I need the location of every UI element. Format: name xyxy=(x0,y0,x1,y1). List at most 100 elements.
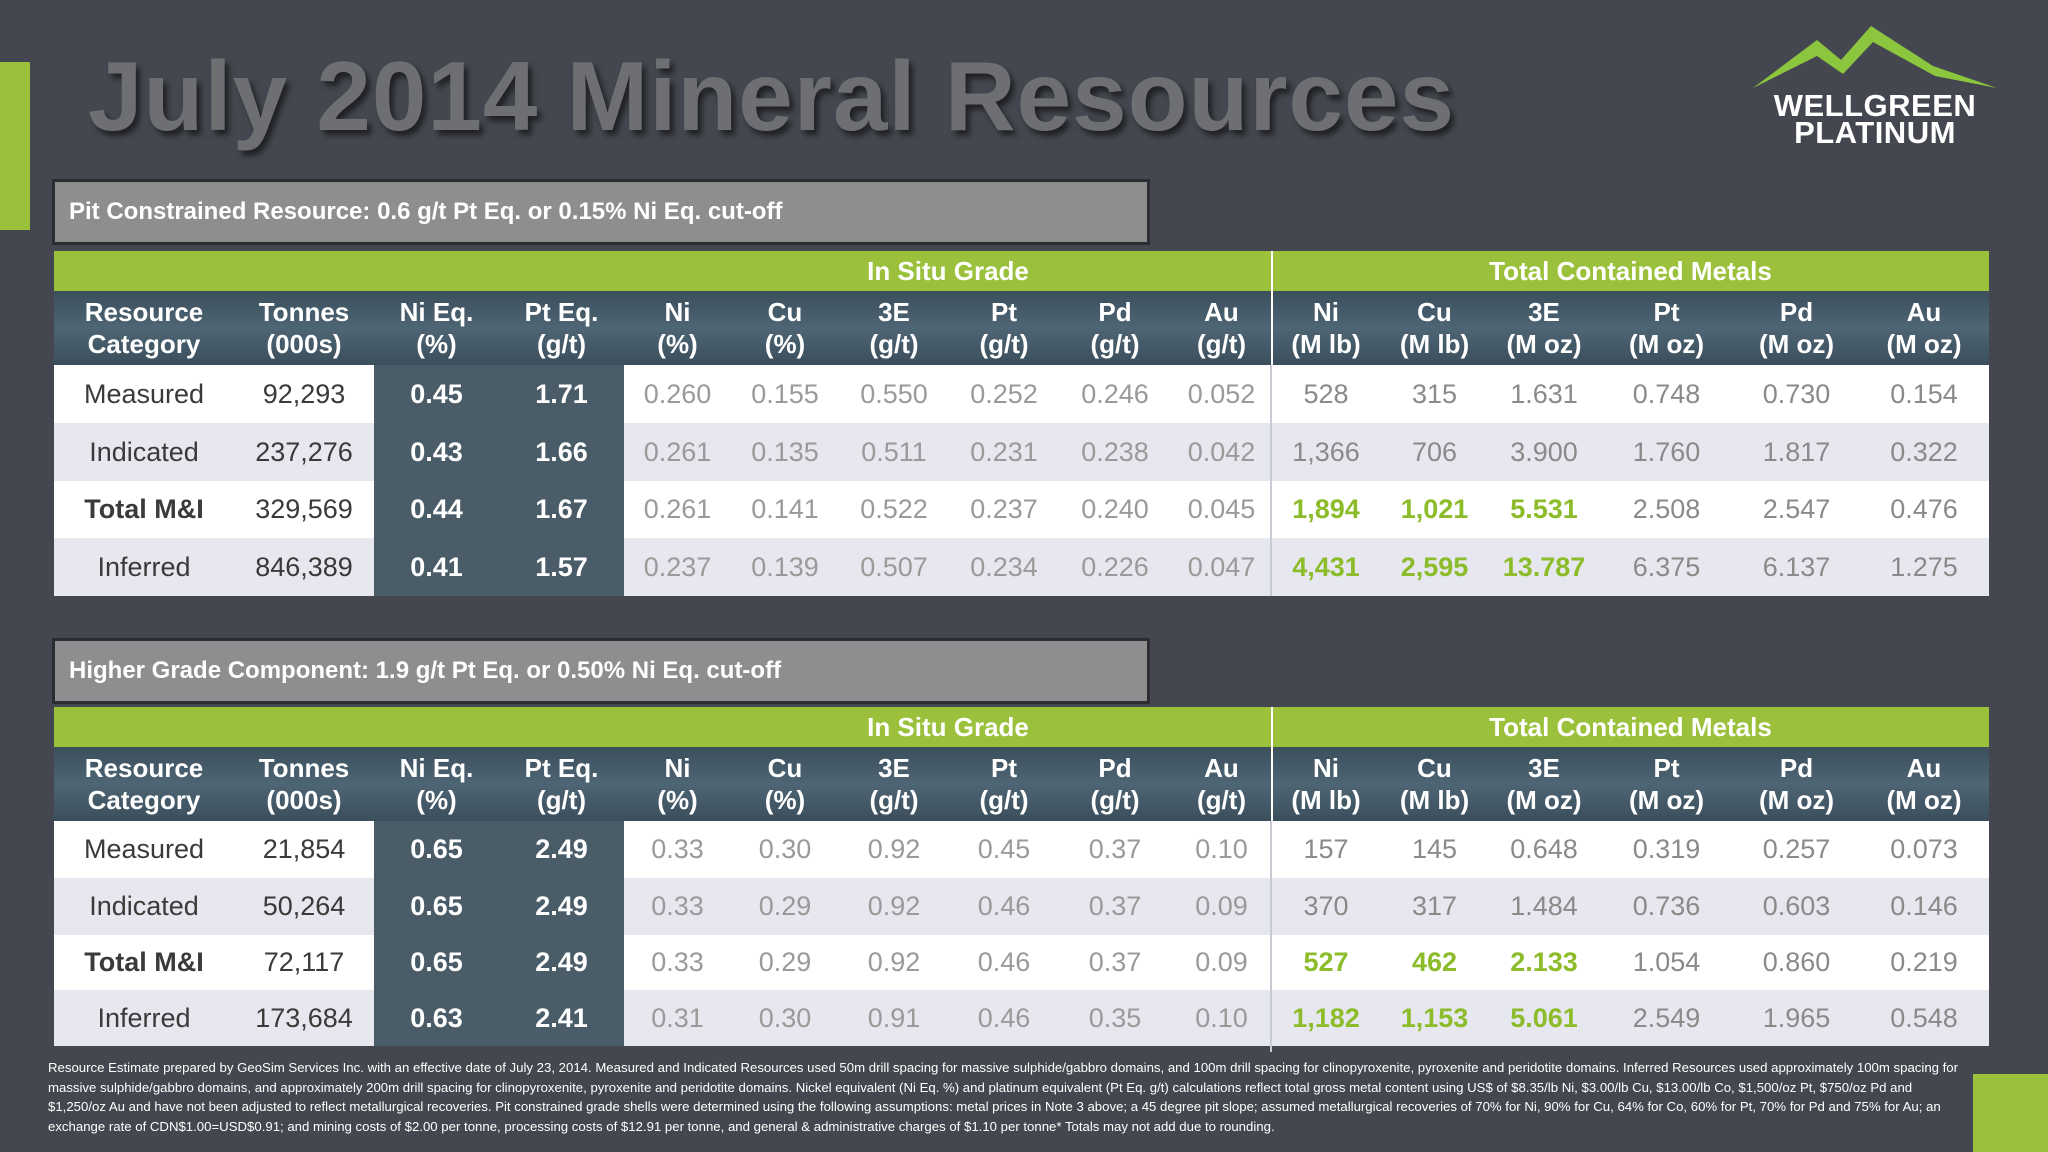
table-cell: 1,894 xyxy=(1292,494,1360,524)
table-cell: 2.133 xyxy=(1510,947,1578,977)
group-header-metals: Total Contained Metals xyxy=(1489,256,1772,286)
column-header: Pt (M oz) xyxy=(1599,747,1734,821)
table-row: Inferred 173,684 0.63 2.41 0.31 0.30 0.91 0.46 0… xyxy=(54,990,1989,1046)
table-cell: 0.44 xyxy=(374,481,499,538)
table-cell: 0.91 xyxy=(867,1002,921,1033)
table-row: Indicated 50,264 0.65 2.49 0.33 0.29 0.92 0.46 0… xyxy=(54,878,1989,935)
table-cell: 173,684 xyxy=(255,1002,353,1033)
table-cell: 2.49 xyxy=(499,821,624,878)
column-header-line1: Pd xyxy=(1779,753,1814,783)
table-cell: 2.41 xyxy=(499,990,624,1046)
table-cell: 0.548 xyxy=(1890,1002,1958,1033)
table-cell: Measured xyxy=(83,378,205,409)
table-cell: Measured xyxy=(83,834,205,864)
column-header: Au (g/t) xyxy=(1171,747,1272,821)
column-header-line2: (M oz) xyxy=(1758,785,1835,815)
column-header-line2: (g/t) xyxy=(536,329,587,359)
table-cell: Indicated xyxy=(89,891,199,921)
table-cell: Inferred xyxy=(97,1002,191,1033)
column-header-line2: (%) xyxy=(764,785,806,815)
column-header-line1: Cu xyxy=(767,297,803,327)
table-cell: 0.476 xyxy=(1890,494,1958,524)
column-header-line2: (g/t) xyxy=(1090,329,1140,359)
table-cell: 0.860 xyxy=(1762,947,1831,977)
table-cell: 0.37 xyxy=(1088,947,1142,977)
column-header-line2: (M lb) xyxy=(1291,329,1361,359)
table-cell: 1.054 xyxy=(1632,947,1701,977)
table-cell: 317 xyxy=(1411,891,1458,921)
table-cell: 0.730 xyxy=(1762,378,1831,409)
column-header-line2: (g/t) xyxy=(979,329,1029,359)
column-header-line1: Pd xyxy=(1779,297,1814,327)
column-header: 3E (M oz) xyxy=(1489,291,1599,365)
column-header-line2: (%) xyxy=(657,329,698,359)
table-cell: 1.760 xyxy=(1632,436,1701,467)
column-header-line2: (%) xyxy=(416,785,457,815)
pit-constrained-table: In Situ Grade Total Contained Metals Resou… xyxy=(54,251,1989,596)
column-header-line1: 3E xyxy=(878,297,910,327)
column-header-line2: (%) xyxy=(657,785,698,815)
table-cell: 0.10 xyxy=(1195,834,1248,864)
table-cell: 370 xyxy=(1303,891,1349,921)
column-header-line2: (g/t) xyxy=(979,785,1029,815)
column-header-line1: Ni xyxy=(664,753,691,783)
column-header-line1: Pt Eq. xyxy=(524,753,599,783)
table-cell: 528 xyxy=(1303,378,1349,409)
column-header: Ni (M lb) xyxy=(1272,747,1380,821)
table-cell: 0.33 xyxy=(651,834,704,864)
page-title: July 2014 Mineral Resources xyxy=(88,41,1456,151)
table-cell: 0.45 xyxy=(374,365,499,423)
table-cell: 0.92 xyxy=(867,891,921,921)
column-header-line1: Resource xyxy=(84,297,204,327)
table-row: Total M&I 329,569 0.44 1.67 0.261 0.141 0.522 0… xyxy=(54,481,1989,538)
table-cell: 0.522 xyxy=(860,494,928,524)
accent-bar-left xyxy=(0,62,30,230)
table-row: Total M&I 72,117 0.65 2.49 0.33 0.29 0.92 0.46 0… xyxy=(54,935,1989,990)
table-cell: 0.052 xyxy=(1187,378,1256,409)
column-header-line1: Cu xyxy=(767,753,803,783)
header-divider xyxy=(1271,747,1273,821)
table-cell: 13.787 xyxy=(1502,551,1586,582)
column-header: Au (g/t) xyxy=(1171,291,1272,365)
table-cell: 1.67 xyxy=(499,481,624,538)
table-cell: 1,021 xyxy=(1400,494,1469,524)
column-header-line2: (000s) xyxy=(266,329,342,359)
table-cell: 145 xyxy=(1411,834,1458,864)
column-header-line1: Pt xyxy=(1653,753,1680,783)
column-header-line1: Pd xyxy=(1098,753,1132,783)
column-header: Ni Eq. (%) xyxy=(374,747,499,821)
column-header: Pt (M oz) xyxy=(1599,291,1734,365)
table-cell: 0.135 xyxy=(751,436,819,467)
column-header: 3E (g/t) xyxy=(839,747,949,821)
column-header: Ni (M lb) xyxy=(1272,291,1380,365)
column-header-line1: Ni Eq. xyxy=(399,753,474,783)
table-row: Measured 92,293 0.45 1.71 0.260 0.155 0.550 0.2… xyxy=(54,365,1989,423)
group-header-grade: In Situ Grade xyxy=(867,256,1029,286)
table-cell: 0.92 xyxy=(867,834,921,864)
table-cell: 0.37 xyxy=(1088,891,1142,921)
table-cell: 0.33 xyxy=(651,947,704,977)
higher-grade-table: In Situ Grade Total Contained Metals Resou… xyxy=(54,707,1989,1052)
table-cell: 5.531 xyxy=(1510,494,1578,524)
table-cell: 0.748 xyxy=(1632,378,1701,409)
table-cell: 1,182 xyxy=(1292,1002,1360,1033)
column-header-line2: (M oz) xyxy=(1886,785,1962,815)
table-cell: 0.46 xyxy=(977,1002,1031,1033)
column-header: 3E (M oz) xyxy=(1489,747,1599,821)
column-header: Tonnes (000s) xyxy=(234,747,374,821)
table-cell: 0.237 xyxy=(643,551,712,582)
table-cell: 315 xyxy=(1411,378,1458,409)
column-header: Cu (M lb) xyxy=(1380,291,1489,365)
table-cell: 0.261 xyxy=(643,494,712,524)
column-header-line1: 3E xyxy=(1528,753,1560,783)
table-cell: 0.46 xyxy=(977,891,1031,921)
column-header-line2: (g/t) xyxy=(869,329,919,359)
column-header-line1: Ni Eq. xyxy=(399,297,474,327)
table-cell: 5.061 xyxy=(1510,1002,1578,1033)
table-cell: 0.237 xyxy=(970,494,1038,524)
table-cell: 0.29 xyxy=(758,947,812,977)
table-cell: 0.252 xyxy=(970,378,1038,409)
table-cell: 2.49 xyxy=(499,878,624,935)
table-cell: 1.817 xyxy=(1762,436,1831,467)
table-cell: 2.508 xyxy=(1632,494,1701,524)
